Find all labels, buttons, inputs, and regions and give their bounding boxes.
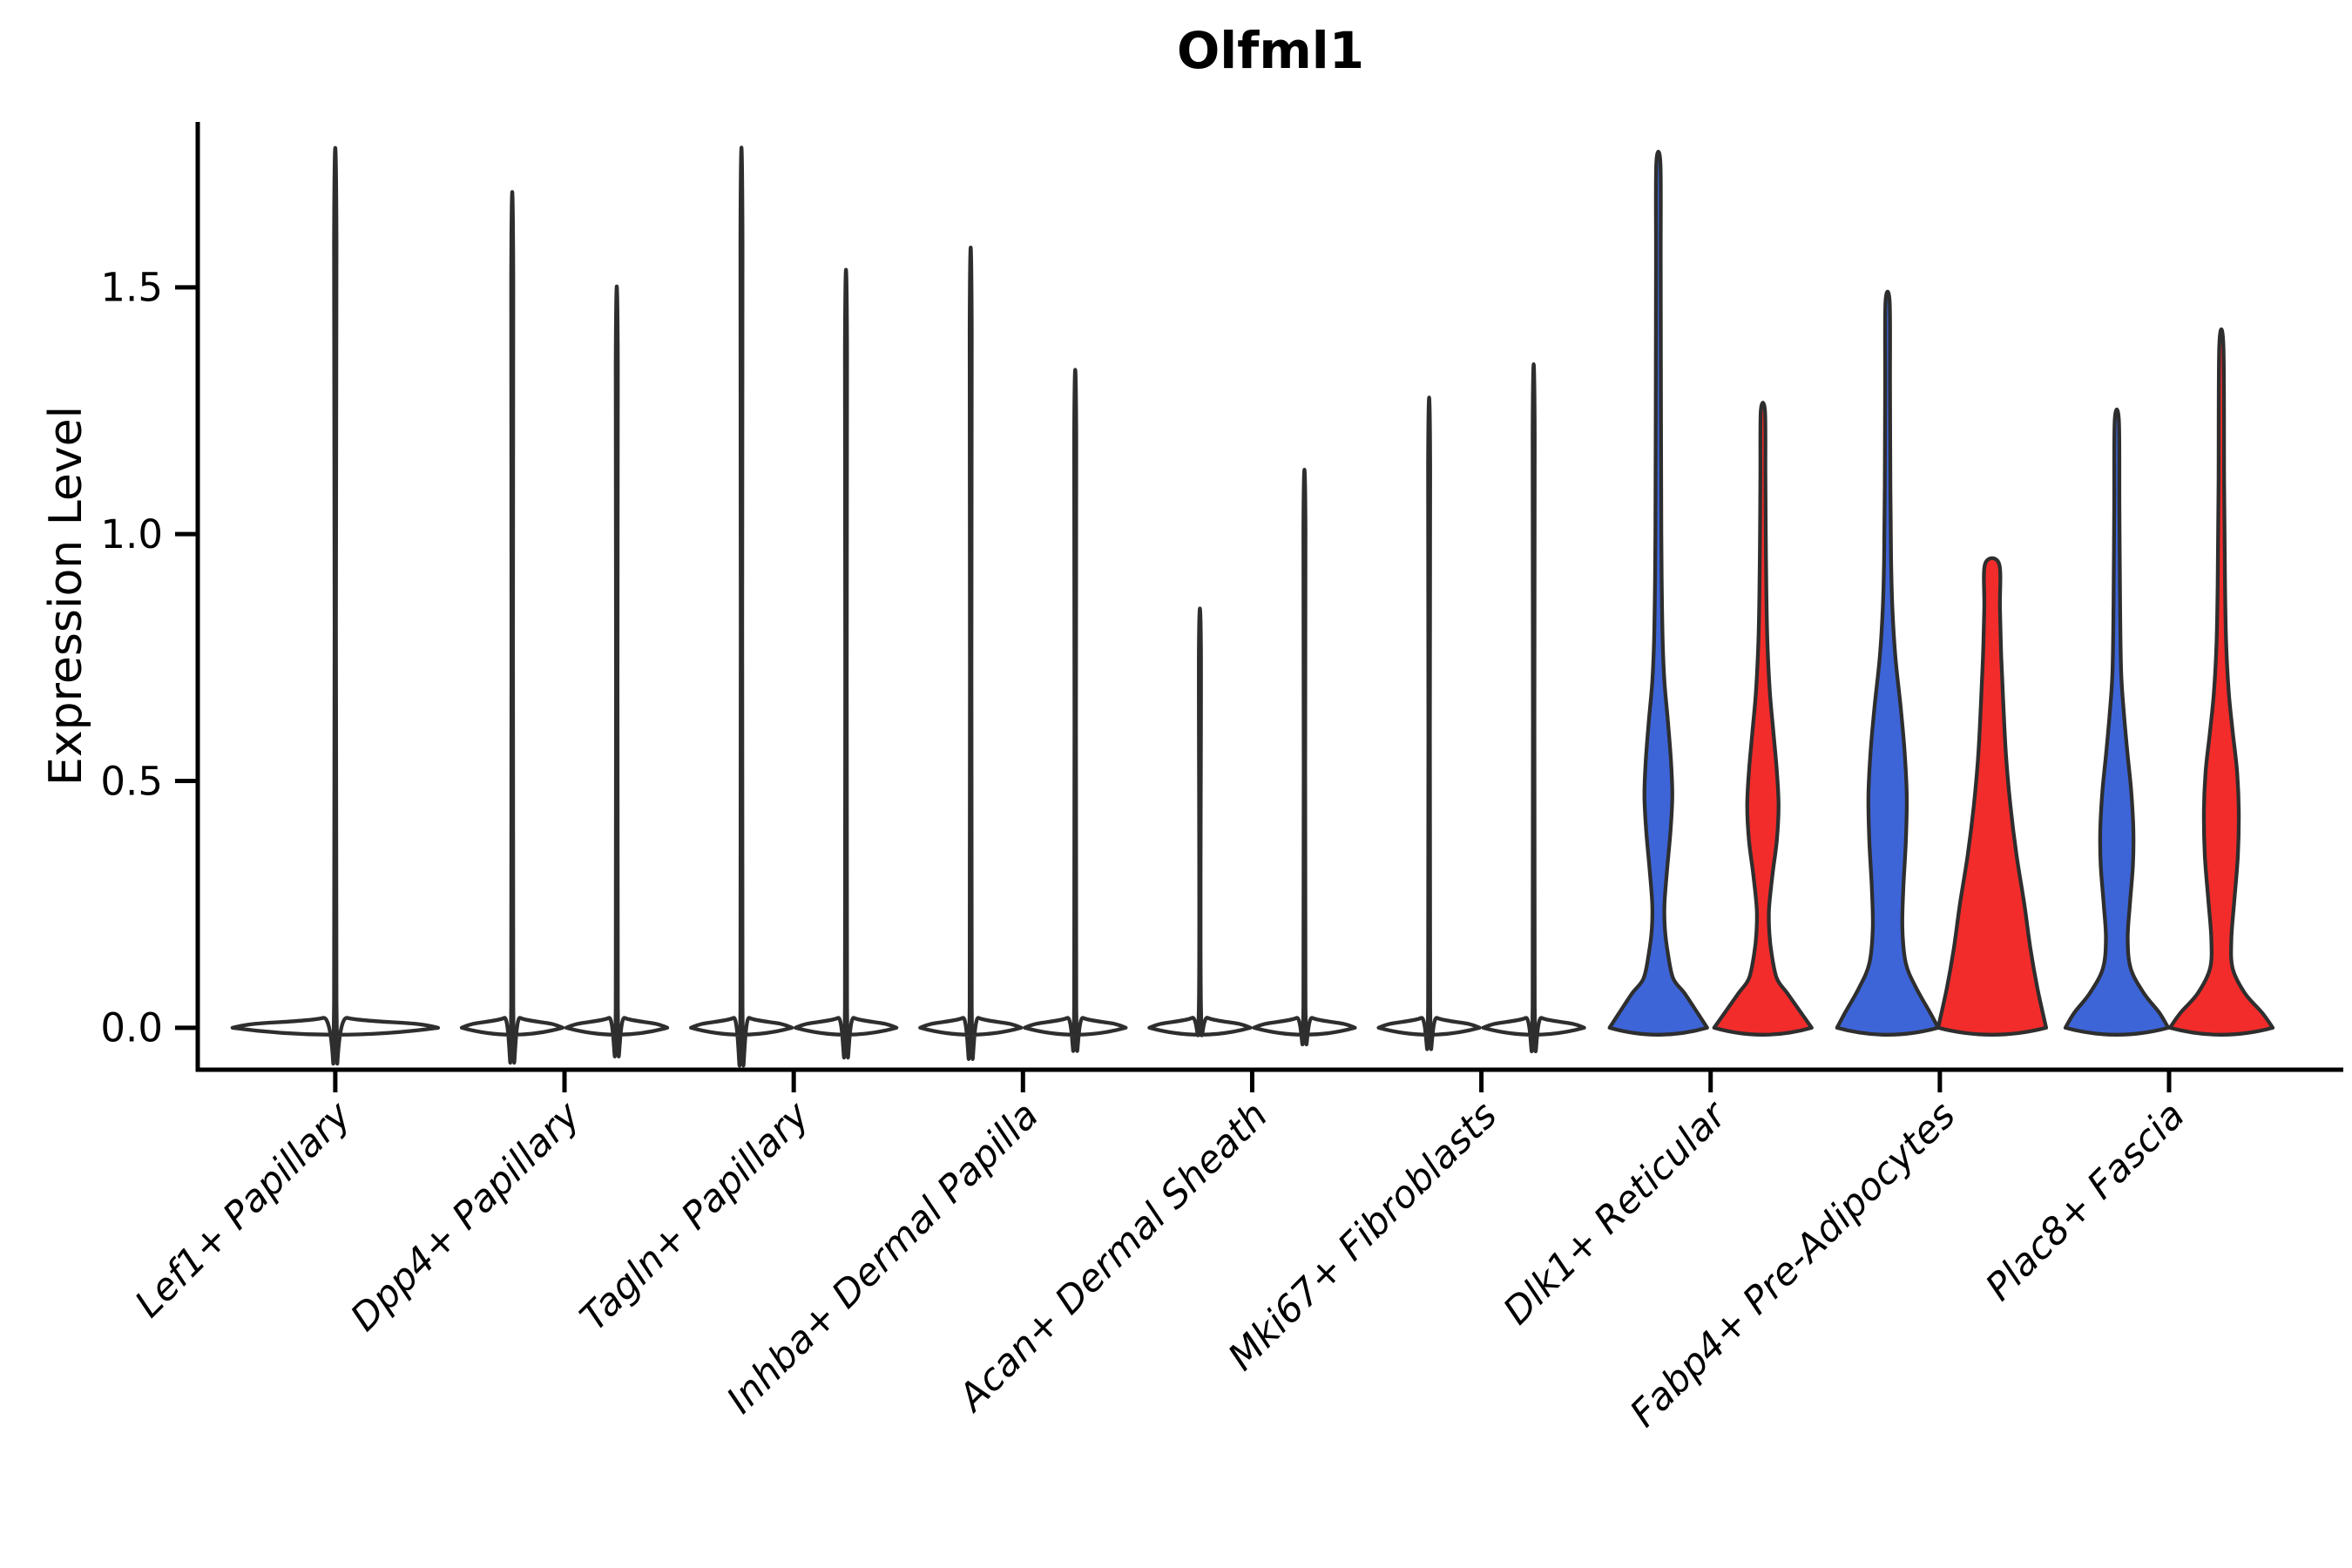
violin-2-left [689,145,794,1068]
violin-7-right [1936,556,2049,1037]
violin-0-single [230,145,441,1066]
violin-5-right [1481,362,1586,1053]
y-tick-label: 1.0 [100,511,163,558]
violin-5-left [1376,395,1482,1051]
violin-8-right [2167,327,2275,1037]
violin-8-left [2063,407,2171,1037]
chart-title: Olfml1 [1176,21,1365,80]
x-tick-label-1: Dpp4+ Papillary [342,1093,589,1340]
violin-3-left [918,246,1024,1061]
violin-2-right [794,267,899,1060]
y-tick-label: 0.5 [100,758,163,804]
x-tick-label-0: Lef1+ Papillary [127,1093,360,1326]
violin-4-left [1147,606,1253,1037]
x-tick-label-6: Dlk1+ Reticular [1495,1092,1736,1334]
violin-7-left [1835,289,1941,1037]
x-tick-label-2: Tagln+ Papillary [572,1093,819,1340]
y-tick-label: 0.0 [100,1005,163,1051]
violin-4-right [1252,467,1357,1047]
y-tick-label: 1.5 [100,265,163,311]
violin-1-left [459,190,565,1065]
violin-1-right [564,284,670,1058]
violin-3-right [1023,368,1128,1053]
violin-6-left [1607,149,1709,1037]
violin-6-right [1712,401,1814,1037]
x-tick-label-8: Plac8+ Fascia [1977,1093,2193,1309]
